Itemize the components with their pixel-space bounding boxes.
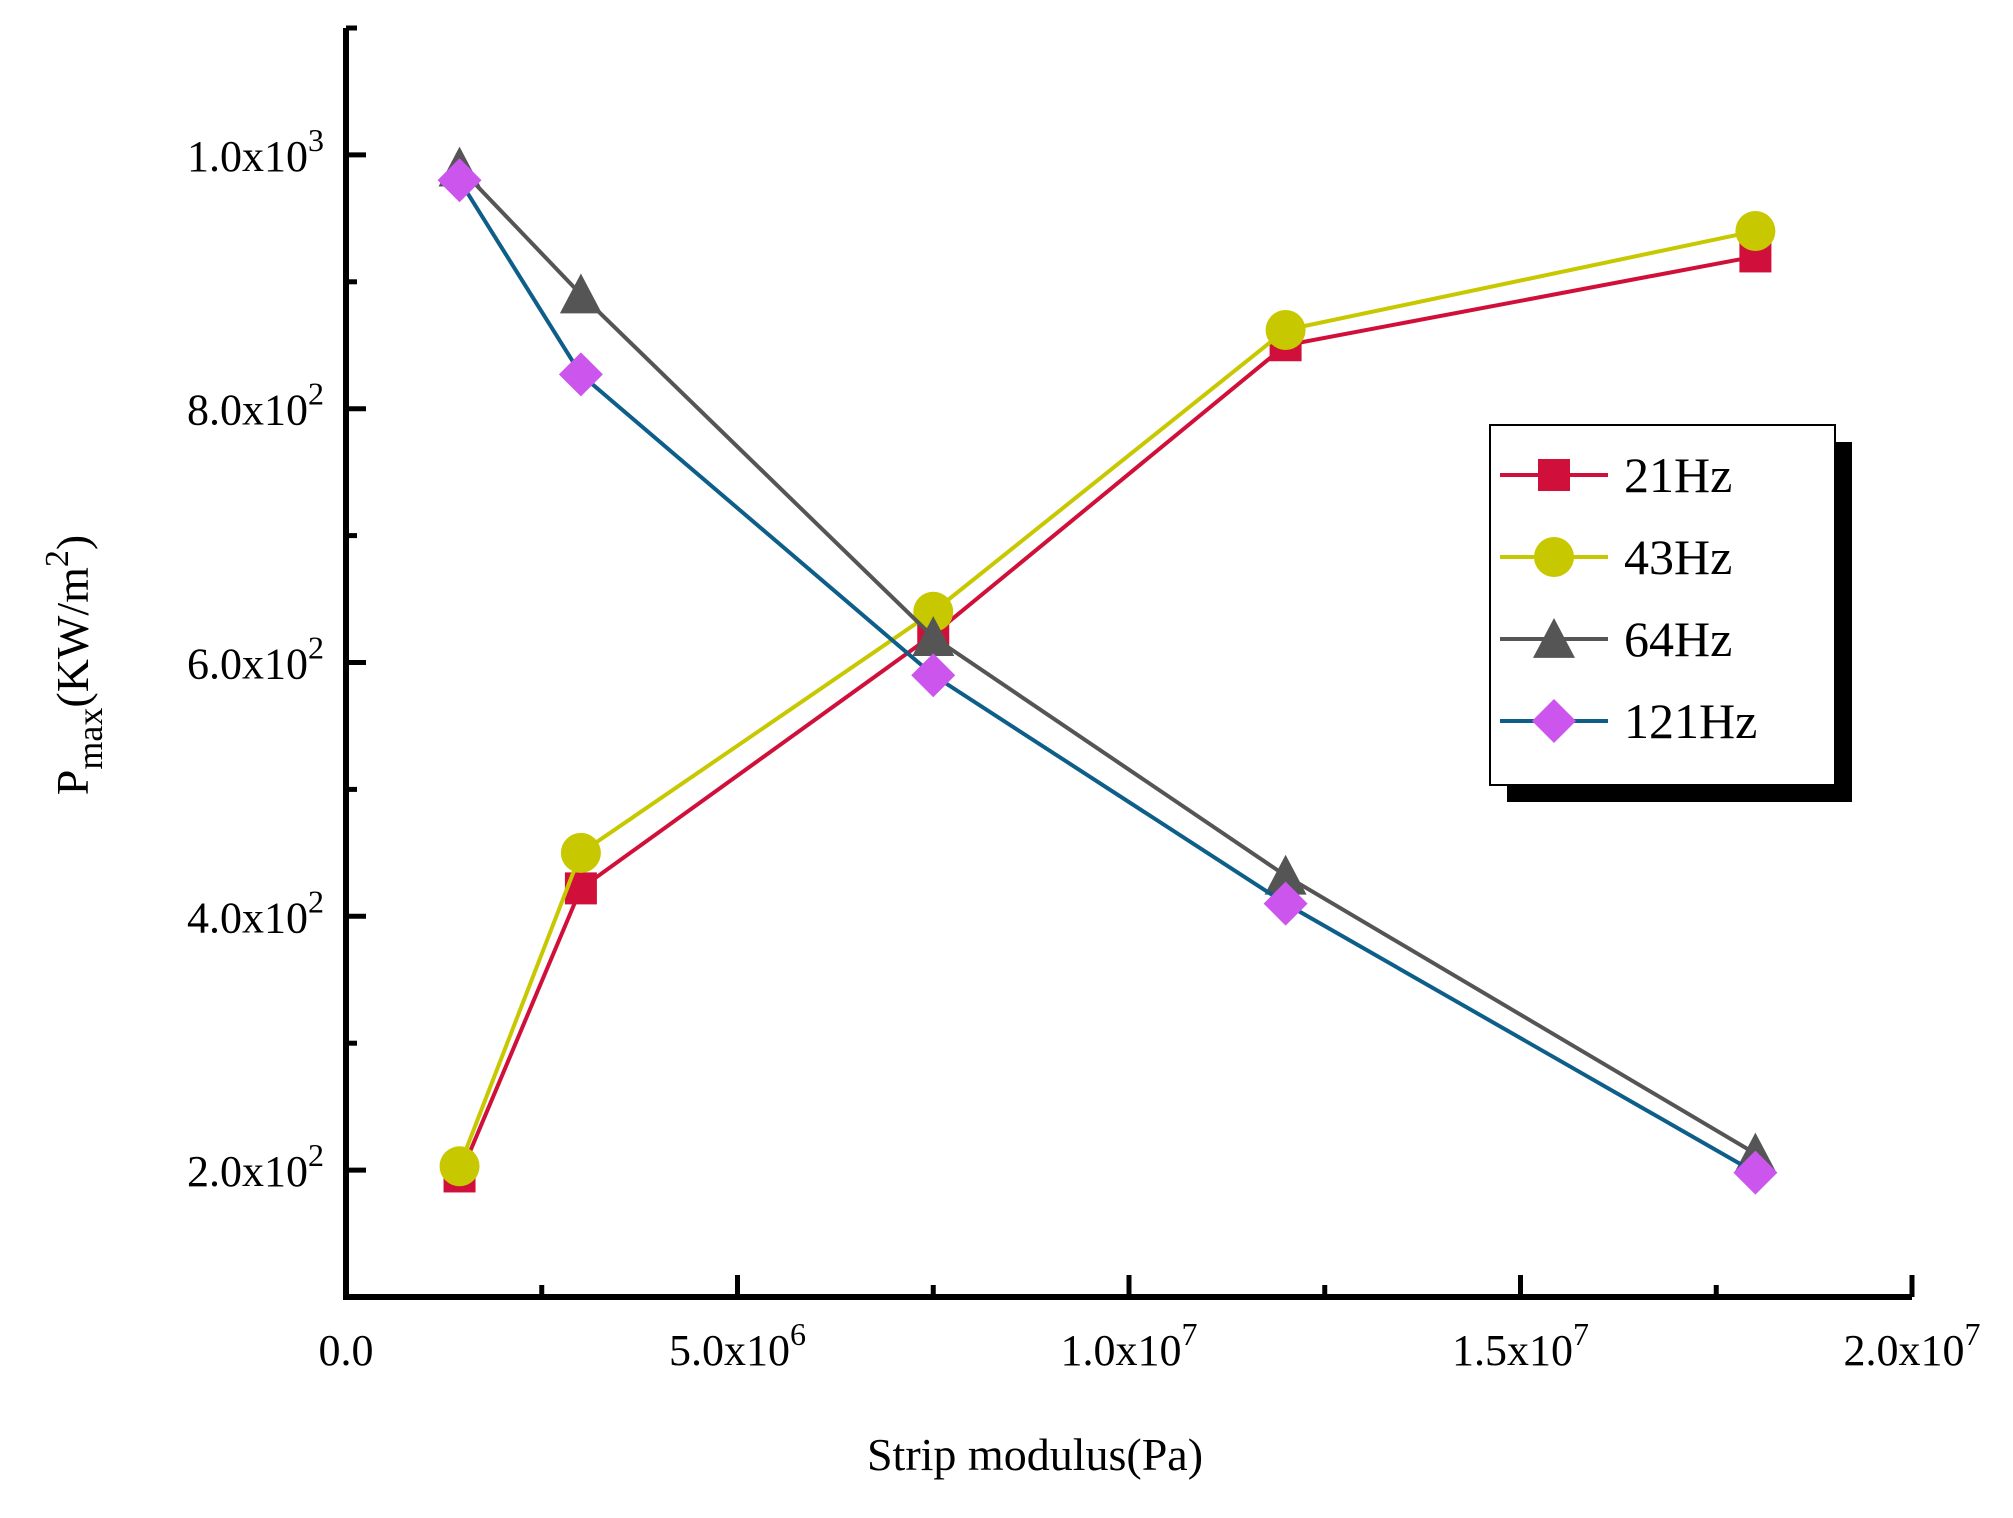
x-tick-label: 2.0x107 <box>1844 1316 1981 1375</box>
x-tick-label: 0.0 <box>319 1326 374 1375</box>
series-layer <box>437 146 1778 1195</box>
x-tick-exponent: 7 <box>1573 1316 1589 1352</box>
legend-marker <box>1538 459 1570 491</box>
legend-label: 43Hz <box>1624 529 1732 585</box>
x-tick-exponent: 7 <box>1182 1316 1198 1352</box>
data-point <box>560 832 601 873</box>
y-tick-label: 2.0x102 <box>187 1137 324 1196</box>
y-axis-title-unit-close: ) <box>47 535 98 550</box>
y-tick-label: 8.0x102 <box>187 376 324 435</box>
data-point <box>558 352 603 397</box>
y-tick-label: 4.0x102 <box>187 883 324 942</box>
data-point <box>1733 1150 1778 1195</box>
y-tick-exponent: 3 <box>308 122 324 158</box>
y-tick-exponent: 2 <box>308 630 324 666</box>
x-tick-mantissa: 2.0x10 <box>1844 1326 1965 1375</box>
x-axis-title: Strip modulus(Pa) <box>867 1429 1203 1480</box>
y-axis-title: Pmax(KW/m2) <box>39 535 110 795</box>
data-point <box>1735 211 1776 252</box>
x-tick-mantissa: 1.0x10 <box>1061 1326 1182 1375</box>
x-axis-ticks: 0.0 5.0x106 1.0x107 1.5x107 2.0x107 <box>319 1275 1981 1375</box>
y-tick-mantissa: 2.0x10 <box>187 1147 308 1196</box>
legend-label: 121Hz <box>1624 693 1757 749</box>
legend-label: 64Hz <box>1624 611 1732 667</box>
x-tick-mantissa: 5.0x10 <box>669 1326 790 1375</box>
series-121hz <box>437 158 1778 1195</box>
x-tick-label: 1.0x107 <box>1061 1316 1198 1375</box>
x-tick-exponent: 7 <box>1965 1316 1981 1352</box>
legend-item-64hz: 64Hz <box>1500 611 1732 667</box>
legend-marker <box>1532 699 1576 743</box>
data-point <box>1264 854 1307 895</box>
legend: 21Hz 43Hz 64Hz 121Hz <box>1489 424 1852 802</box>
data-point <box>439 1146 480 1187</box>
legend-marker <box>1533 618 1575 658</box>
x-tick-label: 5.0x106 <box>669 1316 806 1375</box>
data-point <box>559 273 602 314</box>
x-tick-exponent: 6 <box>790 1316 806 1352</box>
data-point <box>913 591 954 632</box>
y-tick-exponent: 2 <box>308 376 324 412</box>
y-tick-exponent: 2 <box>308 883 324 919</box>
y-axis-title-subscript: max <box>70 708 110 770</box>
x-tick-label: 1.5x107 <box>1452 1316 1589 1375</box>
data-point <box>1265 310 1306 351</box>
x-tick-mantissa: 1.5x10 <box>1452 1326 1573 1375</box>
y-tick-label: 1.0x103 <box>187 122 324 181</box>
y-tick-mantissa: 4.0x10 <box>187 893 308 942</box>
y-tick-mantissa: 6.0x10 <box>187 640 308 689</box>
data-point <box>1263 881 1308 926</box>
data-point <box>911 653 956 698</box>
y-tick-mantissa: 1.0x10 <box>187 132 308 181</box>
y-tick-label: 6.0x102 <box>187 630 324 689</box>
x-tick-mantissa: 0.0 <box>319 1326 374 1375</box>
legend-label: 21Hz <box>1624 447 1732 503</box>
data-point <box>437 158 482 203</box>
series-43hz <box>439 211 1776 1187</box>
legend-item-43hz: 43Hz <box>1500 529 1732 585</box>
y-axis-title-unit: (KW/m <box>47 567 98 708</box>
legend-item-21hz: 21Hz <box>1500 447 1732 503</box>
y-tick-mantissa: 8.0x10 <box>187 386 308 435</box>
legend-marker <box>1534 537 1574 577</box>
data-point <box>912 616 955 657</box>
y-tick-exponent: 2 <box>308 1137 324 1173</box>
y-axis-title-base: P <box>47 770 98 796</box>
y-axis-title-unit-sup: 2 <box>39 550 76 567</box>
legend-item-121hz: 121Hz <box>1500 693 1757 749</box>
